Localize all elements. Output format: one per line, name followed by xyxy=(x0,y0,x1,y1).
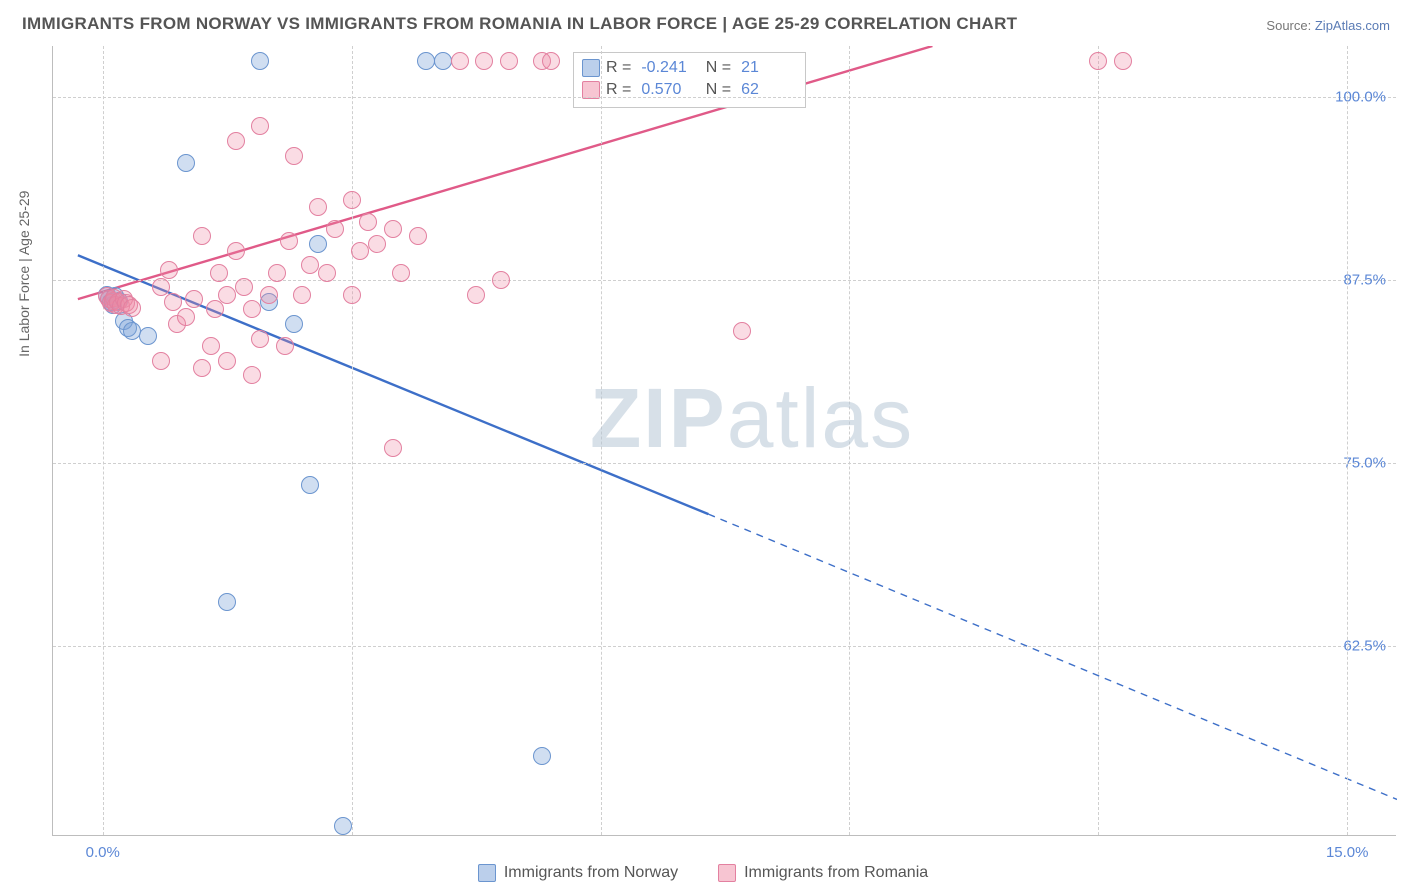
source-attribution: Source: ZipAtlas.com xyxy=(1266,18,1390,33)
data-point-romania xyxy=(542,52,560,70)
data-point-romania xyxy=(343,286,361,304)
legend-label: Immigrants from Romania xyxy=(744,864,928,882)
data-point-norway xyxy=(417,52,435,70)
legend-swatch xyxy=(478,864,496,882)
data-point-romania xyxy=(392,264,410,282)
data-point-romania xyxy=(152,352,170,370)
data-point-norway xyxy=(139,327,157,345)
gridline-h xyxy=(53,646,1396,647)
data-point-romania xyxy=(185,290,203,308)
gridline-v xyxy=(601,46,602,835)
data-point-romania xyxy=(227,132,245,150)
data-point-romania xyxy=(235,278,253,296)
data-point-romania xyxy=(500,52,518,70)
trend-line xyxy=(708,514,1397,799)
data-point-romania xyxy=(384,220,402,238)
ytick-label: 100.0% xyxy=(1326,89,1386,106)
correlation-legend: R =-0.241 N =21R =0.570 N =62 xyxy=(573,52,806,108)
data-point-romania xyxy=(293,286,311,304)
data-point-romania xyxy=(492,271,510,289)
data-point-norway xyxy=(533,747,551,765)
legend-swatch xyxy=(582,59,600,77)
gridline-h xyxy=(53,280,1396,281)
data-point-norway xyxy=(309,235,327,253)
data-point-romania xyxy=(251,117,269,135)
data-point-romania xyxy=(326,220,344,238)
data-point-romania xyxy=(343,191,361,209)
gridline-v xyxy=(103,46,104,835)
data-point-romania xyxy=(351,242,369,260)
data-point-norway xyxy=(434,52,452,70)
ytick-label: 75.0% xyxy=(1326,454,1386,471)
data-point-romania xyxy=(177,308,195,326)
data-point-romania xyxy=(1089,52,1107,70)
ytick-label: 62.5% xyxy=(1326,637,1386,654)
data-point-romania xyxy=(1114,52,1132,70)
legend-N-value: 21 xyxy=(741,57,795,79)
data-point-norway xyxy=(251,52,269,70)
data-point-romania xyxy=(193,227,211,245)
data-point-romania xyxy=(243,300,261,318)
data-point-romania xyxy=(309,198,327,216)
gridline-v xyxy=(849,46,850,835)
legend-R-label: R = xyxy=(606,57,631,79)
legend-label: Immigrants from Norway xyxy=(504,864,678,882)
gridline-v xyxy=(1098,46,1099,835)
gridline-h xyxy=(53,463,1396,464)
data-point-romania xyxy=(268,264,286,282)
data-point-romania xyxy=(384,439,402,457)
y-axis-title: In Labor Force | Age 25-29 xyxy=(16,191,32,357)
data-point-romania xyxy=(359,213,377,231)
data-point-norway xyxy=(177,154,195,172)
data-point-norway xyxy=(218,593,236,611)
data-point-romania xyxy=(218,286,236,304)
data-point-romania xyxy=(475,52,493,70)
data-point-romania xyxy=(210,264,228,282)
data-point-romania xyxy=(451,52,469,70)
data-point-norway xyxy=(334,817,352,835)
data-point-romania xyxy=(160,261,178,279)
source-label: Source: xyxy=(1266,18,1311,33)
legend-item: Immigrants from Norway xyxy=(478,864,678,882)
trend-lines-layer xyxy=(53,46,1397,836)
legend-N-label: N = xyxy=(701,57,731,79)
legend-item: Immigrants from Romania xyxy=(718,864,928,882)
data-point-romania xyxy=(202,337,220,355)
ytick-label: 87.5% xyxy=(1326,272,1386,289)
data-point-romania xyxy=(227,242,245,260)
xtick-label: 0.0% xyxy=(86,844,120,861)
data-point-romania xyxy=(164,293,182,311)
data-point-romania xyxy=(318,264,336,282)
data-point-norway xyxy=(123,322,141,340)
data-point-romania xyxy=(368,235,386,253)
data-point-norway xyxy=(301,476,319,494)
data-point-romania xyxy=(409,227,427,245)
legend-row-norway: R = -0.241 N = 21 xyxy=(582,57,795,79)
data-point-romania xyxy=(243,366,261,384)
data-point-romania xyxy=(123,299,141,317)
xtick-label: 15.0% xyxy=(1326,844,1369,861)
data-point-norway xyxy=(285,315,303,333)
legend-swatch xyxy=(718,864,736,882)
gridline-v xyxy=(1347,46,1348,835)
data-point-romania xyxy=(260,286,278,304)
data-point-romania xyxy=(218,352,236,370)
chart-title: IMMIGRANTS FROM NORWAY VS IMMIGRANTS FRO… xyxy=(22,14,1017,34)
data-point-romania xyxy=(285,147,303,165)
source-link[interactable]: ZipAtlas.com xyxy=(1315,18,1390,33)
series-legend: Immigrants from Norway Immigrants from Ro… xyxy=(0,864,1406,882)
gridline-h xyxy=(53,97,1396,98)
data-point-romania xyxy=(733,322,751,340)
data-point-romania xyxy=(193,359,211,377)
data-point-romania xyxy=(301,256,319,274)
legend-R-value: -0.241 xyxy=(641,57,695,79)
data-point-romania xyxy=(251,330,269,348)
data-point-romania xyxy=(467,286,485,304)
scatter-plot: R =-0.241 N =21R =0.570 N =62 62.5%75.0%… xyxy=(52,46,1396,836)
gridline-v xyxy=(352,46,353,835)
data-point-romania xyxy=(280,232,298,250)
data-point-romania xyxy=(276,337,294,355)
data-point-romania xyxy=(206,300,224,318)
